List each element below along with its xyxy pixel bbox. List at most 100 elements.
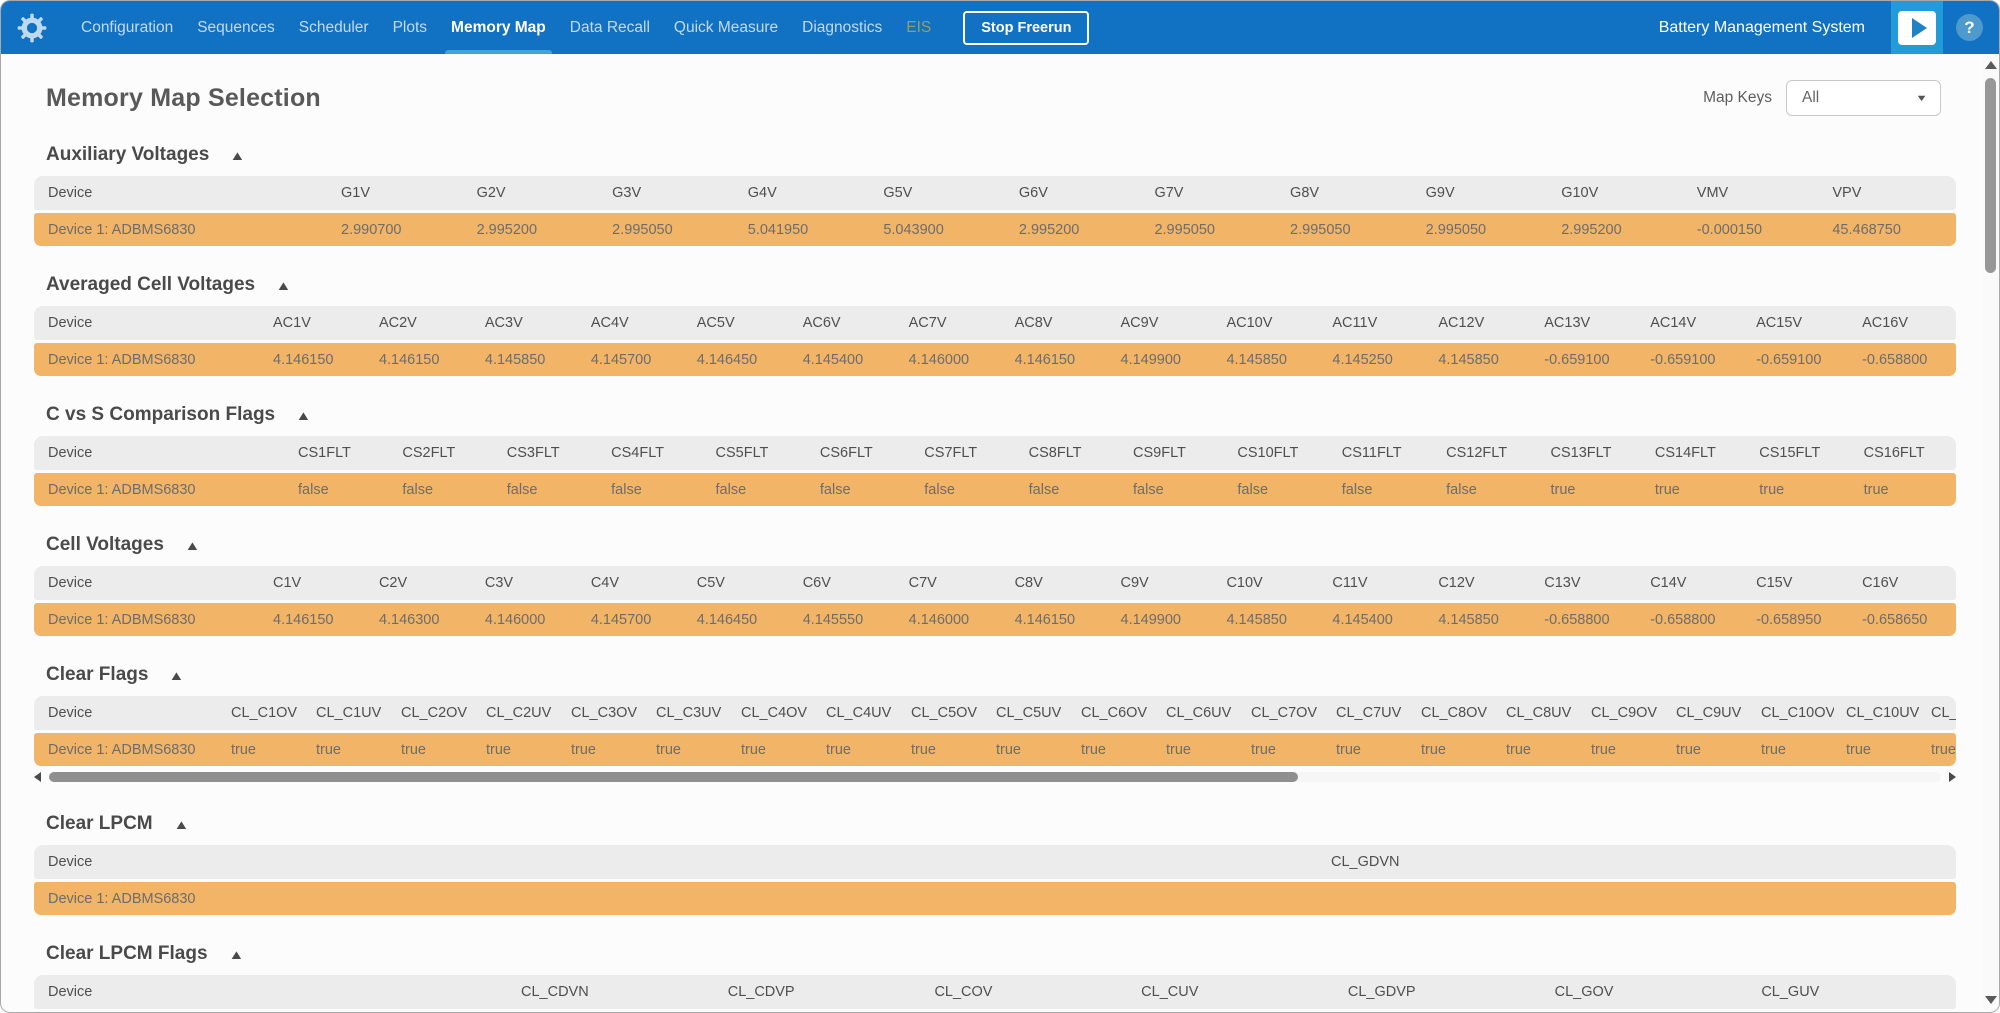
collapse-section-icon[interactable]: ▲ [229, 147, 246, 163]
column-header: C15V [1756, 575, 1793, 591]
horizontal-scrollbar[interactable] [34, 769, 1956, 785]
section-title: Clear LPCM Flags [46, 943, 208, 964]
column-header: C14V [1650, 575, 1687, 591]
tab-quick-measure[interactable]: Quick Measure [673, 18, 779, 36]
help-icon[interactable]: ? [1956, 14, 1983, 41]
tab-diagnostics[interactable]: Diagnostics [802, 18, 883, 36]
cell-value: false [402, 481, 434, 498]
vertical-scrollbar[interactable] [1983, 56, 1998, 1010]
horizontal-scrollbar-track[interactable] [49, 772, 1941, 782]
tab-data-recall[interactable]: Data Recall [569, 18, 650, 36]
table-row[interactable]: Device 1: ADBMS6830 false false false false f… [34, 473, 1956, 506]
device-column-header: Device [48, 445, 93, 461]
collapse-section-icon[interactable]: ▲ [168, 667, 185, 683]
collapse-section-icon[interactable]: ▲ [275, 277, 292, 293]
cell-value: 4.146150 [273, 351, 334, 368]
cell-value: false [1446, 481, 1477, 498]
column-header: C11V [1332, 575, 1368, 591]
cell-value: -0.658800 [1650, 611, 1716, 628]
collapse-section-icon[interactable]: ▲ [227, 946, 245, 962]
collapse-section-icon[interactable]: ▲ [184, 537, 201, 553]
column-header: CL_COV [934, 984, 993, 1000]
vertical-scrollbar-thumb[interactable] [1985, 78, 1996, 273]
tab-memory-map[interactable]: Memory Map [439, 1, 558, 54]
column-header: CL_C3OV [571, 705, 638, 721]
cell-value: 4.146300 [378, 611, 440, 628]
cell-value: true [1846, 741, 1871, 758]
column-header: CS11FLT [1341, 445, 1402, 461]
cell-value: true [911, 741, 936, 758]
table-row[interactable]: Device 1: ADBMS6830 2.990700 2.995200 2.995… [34, 213, 1956, 246]
tab-configuration[interactable]: Configuration [81, 18, 174, 36]
cell-value: true [826, 741, 851, 758]
column-header: CL_C7OV [1251, 705, 1318, 721]
main-content: Memory Map Selection Map Keys All ▼ Auxi… [1, 54, 1999, 1012]
cell-value: 4.145850 [1226, 351, 1287, 368]
column-header: CL_C2UV [486, 705, 552, 721]
tab-scheduler[interactable]: Scheduler [298, 18, 369, 36]
cell-value: -0.658800 [1544, 611, 1610, 628]
cell-value: true [486, 741, 511, 758]
tab-plots[interactable]: Plots [392, 18, 428, 36]
cell-value: 2.995050 [612, 221, 673, 238]
scroll-right-icon[interactable] [1949, 772, 1956, 782]
column-header: CS14FLT [1654, 445, 1716, 461]
cell-value: 4.146450 [696, 351, 758, 368]
page-title: Memory Map Selection [46, 83, 321, 112]
device-cell: Device 1: ADBMS6830 [48, 351, 196, 368]
column-header: G7V [1154, 185, 1184, 201]
run-button[interactable] [1891, 1, 1943, 54]
device-column-header: Device [48, 315, 93, 331]
device-column-header: Device [48, 705, 93, 721]
table-row[interactable]: Device 1: ADBMS6830 [34, 882, 1956, 915]
scroll-up-icon[interactable] [1984, 61, 1997, 69]
column-header: G8V [1290, 185, 1320, 201]
section-title: Clear Flags [46, 664, 149, 685]
scroll-left-icon[interactable] [34, 772, 41, 782]
play-icon [1898, 10, 1936, 45]
cell-value: 4.145850 [484, 351, 546, 368]
device-column-header: Device [48, 575, 93, 591]
table-row[interactable]: Device 1: ADBMS6830 true true true true true t… [34, 733, 1956, 766]
column-header: AC10V [1226, 315, 1273, 331]
cell-value: true [1591, 741, 1616, 758]
column-header: CS15FLT [1759, 445, 1821, 461]
collapse-section-icon[interactable]: ▲ [173, 816, 190, 832]
settings-gear-icon[interactable] [17, 13, 47, 43]
device-cell: Device 1: ADBMS6830 [48, 741, 196, 758]
column-header: C2V [378, 575, 408, 591]
cell-value: 4.146150 [1014, 351, 1076, 368]
column-header: AC7V [908, 315, 947, 331]
cell-value: 2.990700 [341, 221, 402, 238]
column-header: G6V [1018, 185, 1048, 201]
table-row[interactable]: Device 1: ADBMS6830 4.146150 4.146150 4.145… [34, 343, 1956, 376]
cell-value: true [1931, 741, 1956, 758]
cell-value: 5.041950 [747, 221, 809, 238]
section-title: Cell Voltages [46, 534, 164, 555]
cell-value: false [506, 481, 538, 498]
section-clear-lpcm-flags: Clear LPCM Flags ▲ Device CL_CDVN CL_CDVP CL_… [34, 943, 1966, 1012]
cell-value: 2.995050 [1425, 221, 1487, 238]
chevron-down-icon: ▼ [1915, 92, 1928, 104]
tab-sequences[interactable]: Sequences [197, 18, 275, 36]
cell-value: 5.043900 [883, 221, 944, 238]
device-column-header: Device [48, 984, 93, 1000]
column-header: C6V [802, 575, 831, 591]
column-header: CL_C4UV [826, 705, 892, 721]
column-header: CL_C1UV [316, 705, 382, 721]
stop-freerun-button[interactable]: Stop Freerun [963, 10, 1090, 45]
column-header: VMV [1696, 185, 1729, 201]
table-header-row: Device CS1FLT CS2FLT CS3FLT CS4FLT CS5FLT CS6F… [34, 436, 1956, 470]
table-row[interactable]: Device 1: ADBMS6830 4.146150 4.146300 4.146… [34, 603, 1956, 636]
cell-value: true [1421, 741, 1446, 758]
section-list: Auxiliary Voltages ▲ Device G1V G2V G3V G4V G5V… [1, 144, 1999, 1012]
column-header: AC5V [696, 315, 735, 331]
nav-right-group: Battery Management System ? [1659, 1, 1999, 54]
cell-value: true [1166, 741, 1191, 758]
map-keys-select[interactable]: All ▼ [1786, 80, 1941, 116]
collapse-section-icon[interactable]: ▲ [295, 407, 312, 423]
column-header: C4V [590, 575, 620, 591]
cell-value: -0.658950 [1756, 611, 1822, 628]
scroll-down-icon[interactable] [1984, 996, 1997, 1004]
horizontal-scrollbar-thumb[interactable] [49, 772, 1298, 782]
